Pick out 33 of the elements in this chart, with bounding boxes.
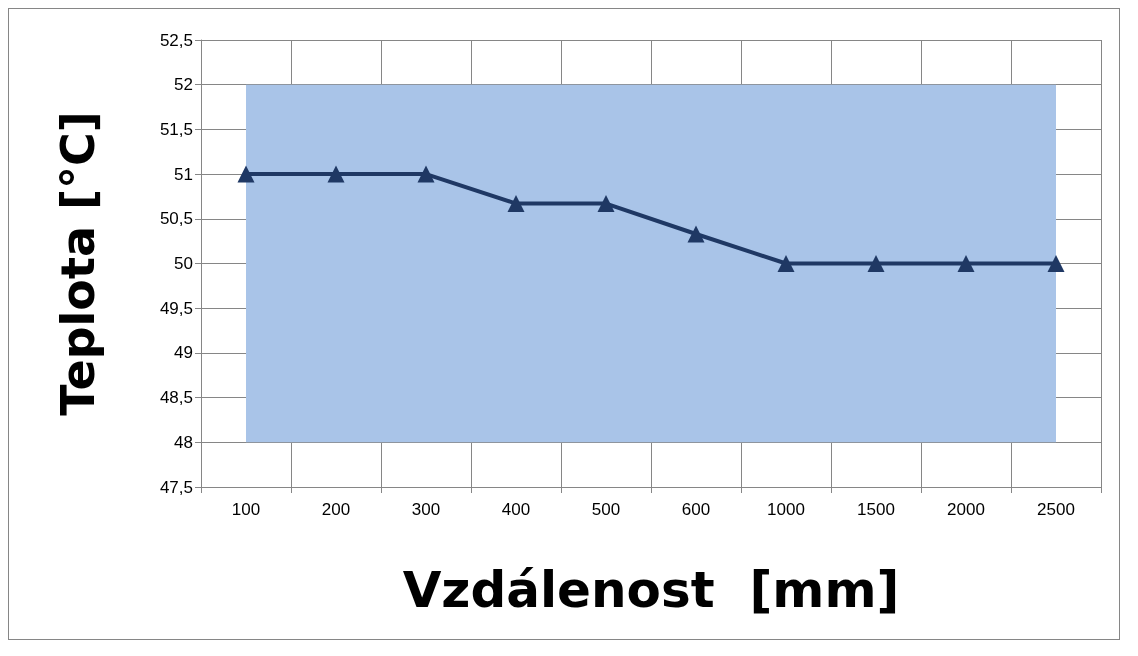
y-tick-label: 51 — [174, 164, 193, 184]
y-tick-label: 47,5 — [159, 477, 193, 497]
y-tick-label: 48 — [174, 432, 193, 452]
y-tick-label: 49,5 — [159, 298, 193, 318]
y-tick-label: 48,5 — [159, 388, 193, 408]
point — [507, 195, 525, 213]
x-axis-title: Vzdálenost [mm] — [402, 561, 900, 619]
x-tick-label: 1500 — [857, 500, 895, 519]
point — [1047, 255, 1065, 272]
y-tick-label: 51,5 — [159, 119, 193, 139]
x-tick-label: 2500 — [1037, 500, 1075, 519]
x-tick-label: 300 — [411, 500, 441, 519]
point — [777, 255, 795, 272]
y-tick-label: 50 — [174, 254, 193, 273]
x-tick-label: 400 — [501, 500, 531, 519]
point — [237, 165, 255, 183]
point — [417, 165, 435, 183]
point — [597, 195, 615, 213]
y-axis-title: Teplota [°C] — [51, 111, 105, 416]
x-tick-label: 500 — [591, 500, 621, 519]
y-tick-label: 49 — [174, 343, 193, 363]
y-tick-label: 52,5 — [159, 30, 193, 50]
x-tick-label: 200 — [321, 500, 351, 519]
point — [687, 225, 705, 243]
x-tick-label: 600 — [681, 500, 711, 519]
x-tick-label: 2000 — [947, 500, 985, 519]
point — [957, 255, 975, 272]
point — [867, 255, 885, 272]
y-tick-label: 52 — [174, 75, 193, 95]
x-tick-label: 1000 — [767, 500, 805, 519]
point — [327, 165, 345, 183]
y-tick-label: 50,5 — [159, 209, 193, 229]
x-tick-label: 100 — [231, 500, 261, 519]
